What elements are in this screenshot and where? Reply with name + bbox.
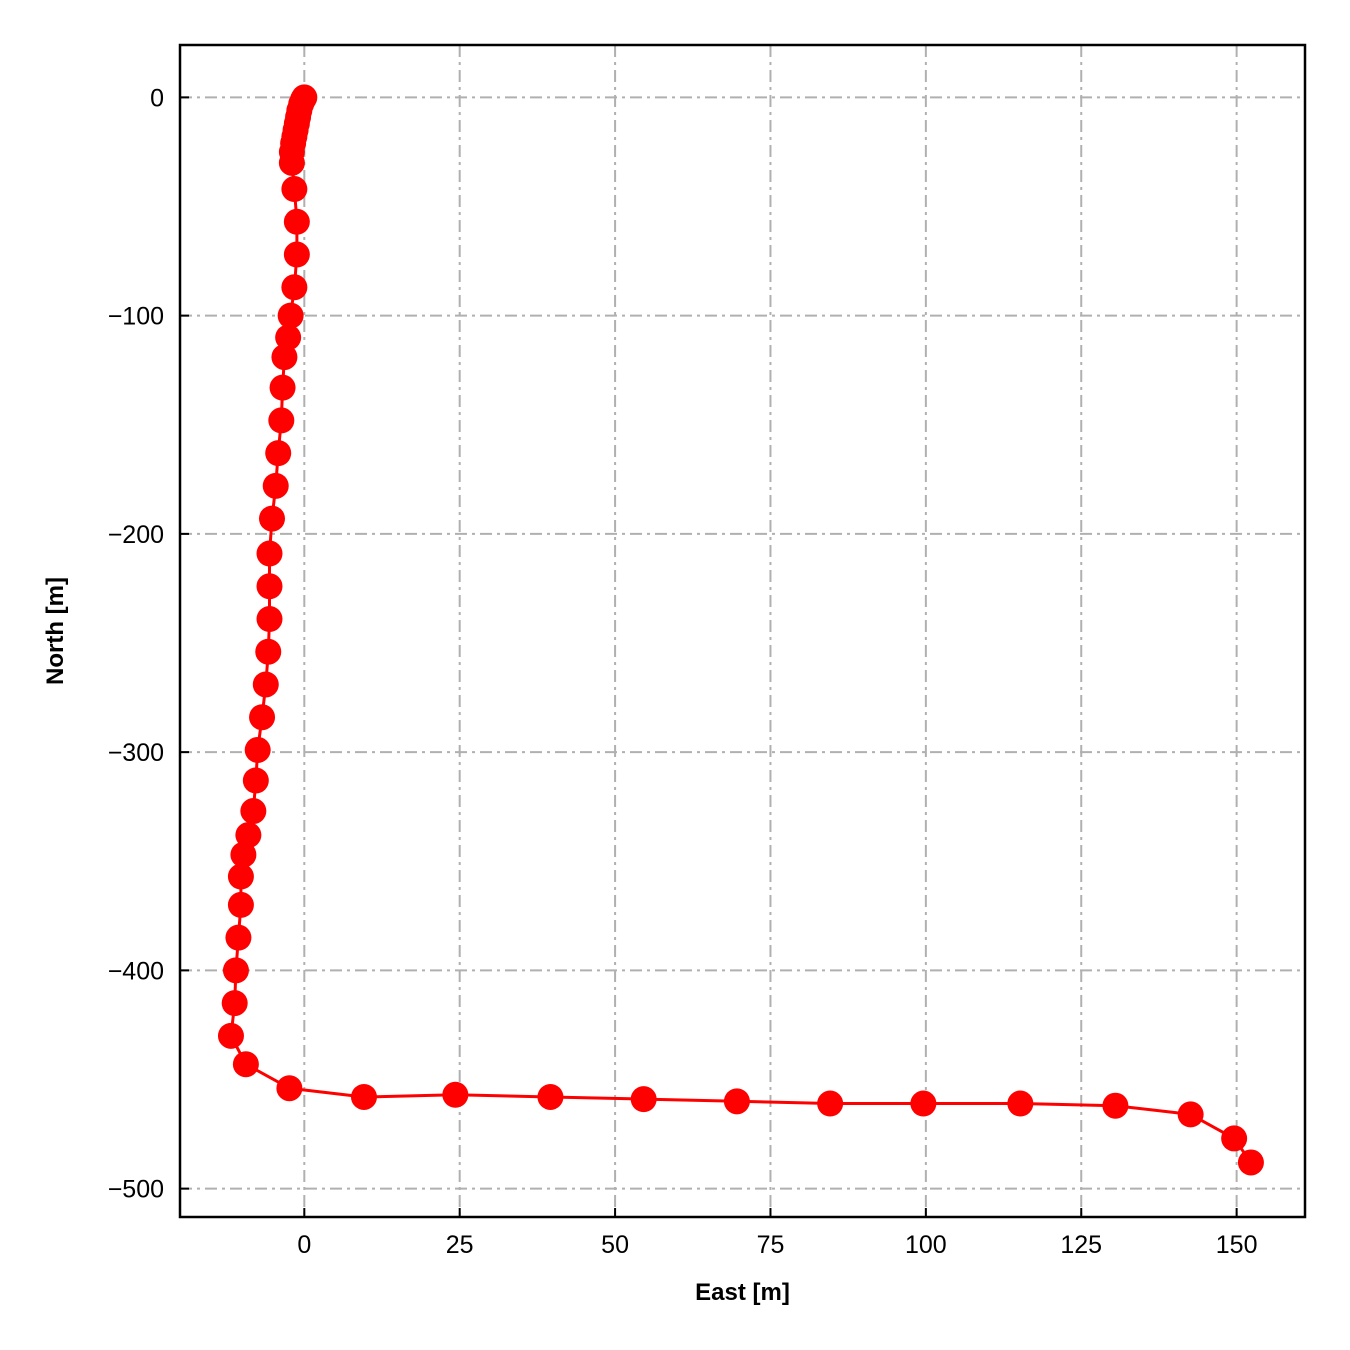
x-tick-label: 75 <box>757 1231 785 1259</box>
data-point <box>281 176 308 203</box>
data-point <box>283 208 310 235</box>
data-point <box>817 1090 844 1117</box>
data-point <box>276 1075 303 1102</box>
data-point <box>227 891 254 918</box>
x-axis-label: East [m] <box>695 1279 790 1306</box>
data-point <box>258 505 285 532</box>
data-point <box>221 990 248 1017</box>
x-tick-label: 100 <box>905 1231 947 1259</box>
plot-frame <box>178 43 1307 1219</box>
data-point <box>249 704 276 731</box>
data-point <box>630 1086 657 1113</box>
data-point <box>252 671 279 698</box>
data-point <box>271 344 298 371</box>
data-point <box>281 274 308 301</box>
data-point <box>256 540 283 567</box>
data-point <box>268 407 295 434</box>
series-line <box>229 96 1253 1164</box>
y-axis-label: North [m] <box>42 577 69 685</box>
data-point <box>1221 1125 1248 1152</box>
data-point <box>244 736 271 763</box>
y-tick-label: −200 <box>108 521 164 549</box>
data-point <box>227 863 254 890</box>
data-point <box>256 573 283 600</box>
y-tick-label: −500 <box>108 1176 164 1204</box>
data-point <box>235 822 262 849</box>
y-ticks: 0 −100 −200 −300 −400 −500 <box>108 84 189 1204</box>
data-point <box>230 841 257 868</box>
x-tick-label: 50 <box>601 1231 629 1259</box>
x-tick-label: 0 <box>297 1231 311 1259</box>
data-point <box>723 1088 750 1115</box>
series-layer <box>217 84 1264 1176</box>
data-point <box>910 1090 937 1117</box>
data-point <box>277 302 304 329</box>
x-tick-label: 125 <box>1060 1231 1102 1259</box>
data-point <box>225 924 252 951</box>
y-tick-label: 0 <box>150 84 164 112</box>
data-point <box>537 1083 564 1110</box>
x-ticks: 0 25 50 75 100 125 150 <box>297 1208 1257 1259</box>
data-point <box>255 638 282 665</box>
data-point <box>265 440 292 467</box>
data-point <box>1237 1149 1264 1176</box>
data-point <box>350 1083 377 1110</box>
y-tick-label: −300 <box>108 739 164 767</box>
data-point <box>278 149 305 176</box>
data-point <box>275 324 302 351</box>
data-point <box>232 1051 259 1078</box>
data-point <box>269 374 296 401</box>
data-point <box>442 1081 469 1108</box>
data-point <box>240 798 267 825</box>
data-point <box>262 472 289 499</box>
data-point <box>217 1022 244 1049</box>
x-grid-lines <box>303 45 1238 1217</box>
data-point <box>1102 1092 1129 1119</box>
x-tick-label: 150 <box>1216 1231 1258 1259</box>
data-point <box>1007 1090 1034 1117</box>
data-point <box>283 241 310 268</box>
data-point <box>242 767 269 794</box>
data-point <box>256 605 283 632</box>
y-tick-label: −400 <box>108 957 164 985</box>
data-point <box>1177 1101 1204 1128</box>
y-grid-lines <box>180 96 1305 1190</box>
data-point <box>222 957 249 984</box>
x-tick-label: 25 <box>446 1231 474 1259</box>
y-tick-label: −100 <box>108 303 164 331</box>
